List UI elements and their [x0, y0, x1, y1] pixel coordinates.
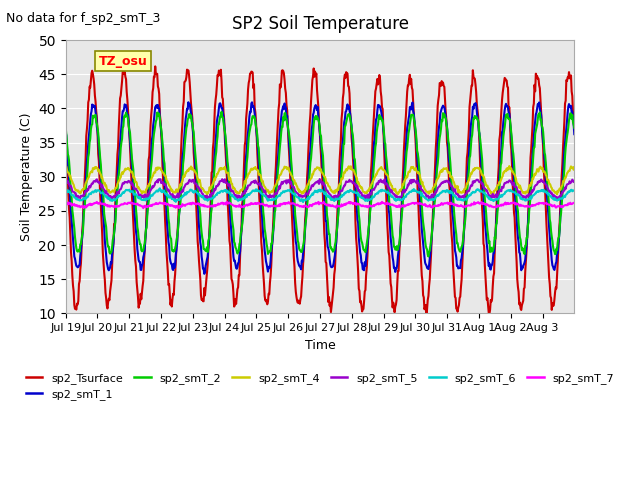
sp2_smT_5 [108, 197, 115, 203]
sp2_smT_2 [570, 125, 578, 131]
sp2_smT_4 [401, 178, 408, 184]
sp2_smT_6 [570, 187, 578, 193]
Line: sp2_smT_6: sp2_smT_6 [66, 188, 574, 202]
sp2_Tsurface [422, 315, 430, 321]
Line: sp2_smT_7: sp2_smT_7 [66, 202, 574, 208]
sp2_smT_6 [241, 194, 248, 200]
sp2_Tsurface [216, 68, 223, 74]
sp2_smT_1 [260, 248, 268, 253]
sp2_smT_4 [62, 164, 70, 170]
sp2_smT_1 [241, 165, 249, 171]
sp2_Tsurface [241, 143, 248, 148]
sp2_smT_5 [260, 189, 268, 195]
sp2_smT_1 [122, 103, 129, 109]
sp2_smT_2 [215, 121, 223, 127]
sp2_smT_7 [241, 204, 248, 209]
sp2_smT_2 [241, 188, 248, 193]
sp2_smT_6 [402, 194, 410, 200]
sp2_smT_4 [570, 165, 578, 170]
sp2_smT_6 [156, 185, 164, 191]
sp2_smT_4 [506, 163, 513, 169]
sp2_smT_1 [570, 132, 578, 137]
sp2_smT_2 [373, 130, 381, 135]
Y-axis label: Soil Temperature (C): Soil Temperature (C) [20, 112, 33, 241]
Line: sp2_Tsurface: sp2_Tsurface [66, 66, 574, 318]
sp2_Tsurface [401, 123, 409, 129]
sp2_smT_6 [216, 190, 223, 196]
sp2_Tsurface [122, 74, 129, 80]
sp2_smT_6 [260, 193, 268, 199]
sp2_smT_1 [200, 271, 208, 277]
sp2_smT_5 [62, 178, 70, 184]
sp2_smT_6 [374, 190, 381, 196]
sp2_Tsurface [260, 280, 268, 286]
sp2_smT_5 [374, 180, 381, 186]
sp2_smT_1 [62, 129, 70, 135]
sp2_smT_4 [215, 168, 223, 174]
sp2_smT_4 [488, 192, 496, 198]
Title: SP2 Soil Temperature: SP2 Soil Temperature [232, 15, 408, 33]
sp2_smT_5 [122, 179, 130, 185]
sp2_smT_6 [300, 199, 307, 205]
sp2_smT_1 [402, 144, 410, 150]
sp2_smT_7 [374, 201, 381, 207]
Line: sp2_smT_2: sp2_smT_2 [66, 112, 574, 256]
sp2_smT_5 [316, 176, 323, 182]
sp2_smT_6 [122, 188, 129, 193]
sp2_smT_2 [62, 124, 70, 130]
sp2_smT_7 [62, 200, 70, 205]
sp2_smT_7 [140, 205, 147, 211]
sp2_smT_7 [122, 201, 129, 206]
Line: sp2_smT_5: sp2_smT_5 [66, 179, 574, 200]
sp2_smT_2 [260, 216, 268, 221]
sp2_Tsurface [373, 81, 381, 86]
sp2_smT_2 [424, 253, 432, 259]
X-axis label: Time: Time [305, 339, 335, 352]
sp2_smT_7 [570, 200, 578, 205]
sp2_smT_1 [184, 99, 192, 105]
sp2_Tsurface [152, 63, 159, 69]
sp2_smT_7 [216, 202, 223, 207]
sp2_smT_5 [570, 179, 578, 184]
sp2_smT_5 [216, 179, 223, 184]
sp2_smT_2 [122, 114, 129, 120]
sp2_smT_6 [62, 188, 70, 194]
sp2_smT_7 [320, 199, 328, 204]
sp2_smT_4 [240, 182, 248, 188]
sp2_smT_7 [402, 203, 410, 208]
Text: TZ_osu: TZ_osu [99, 55, 147, 68]
sp2_smT_1 [216, 100, 224, 106]
sp2_smT_5 [241, 191, 248, 196]
sp2_smT_2 [218, 109, 225, 115]
Text: No data for f_sp2_smT_3: No data for f_sp2_smT_3 [6, 12, 161, 25]
sp2_smT_7 [260, 203, 268, 208]
sp2_Tsurface [62, 130, 70, 136]
sp2_smT_5 [402, 188, 410, 193]
Legend: sp2_Tsurface, sp2_smT_1, sp2_smT_2, sp2_smT_4, sp2_smT_5, sp2_smT_6, sp2_smT_7: sp2_Tsurface, sp2_smT_1, sp2_smT_2, sp2_… [21, 368, 619, 405]
sp2_smT_4 [372, 171, 380, 177]
sp2_smT_4 [259, 181, 267, 187]
Line: sp2_smT_4: sp2_smT_4 [66, 166, 574, 195]
sp2_smT_4 [122, 166, 129, 171]
Line: sp2_smT_1: sp2_smT_1 [66, 102, 574, 274]
sp2_smT_1 [374, 108, 381, 114]
sp2_Tsurface [570, 126, 578, 132]
sp2_smT_2 [401, 168, 409, 174]
